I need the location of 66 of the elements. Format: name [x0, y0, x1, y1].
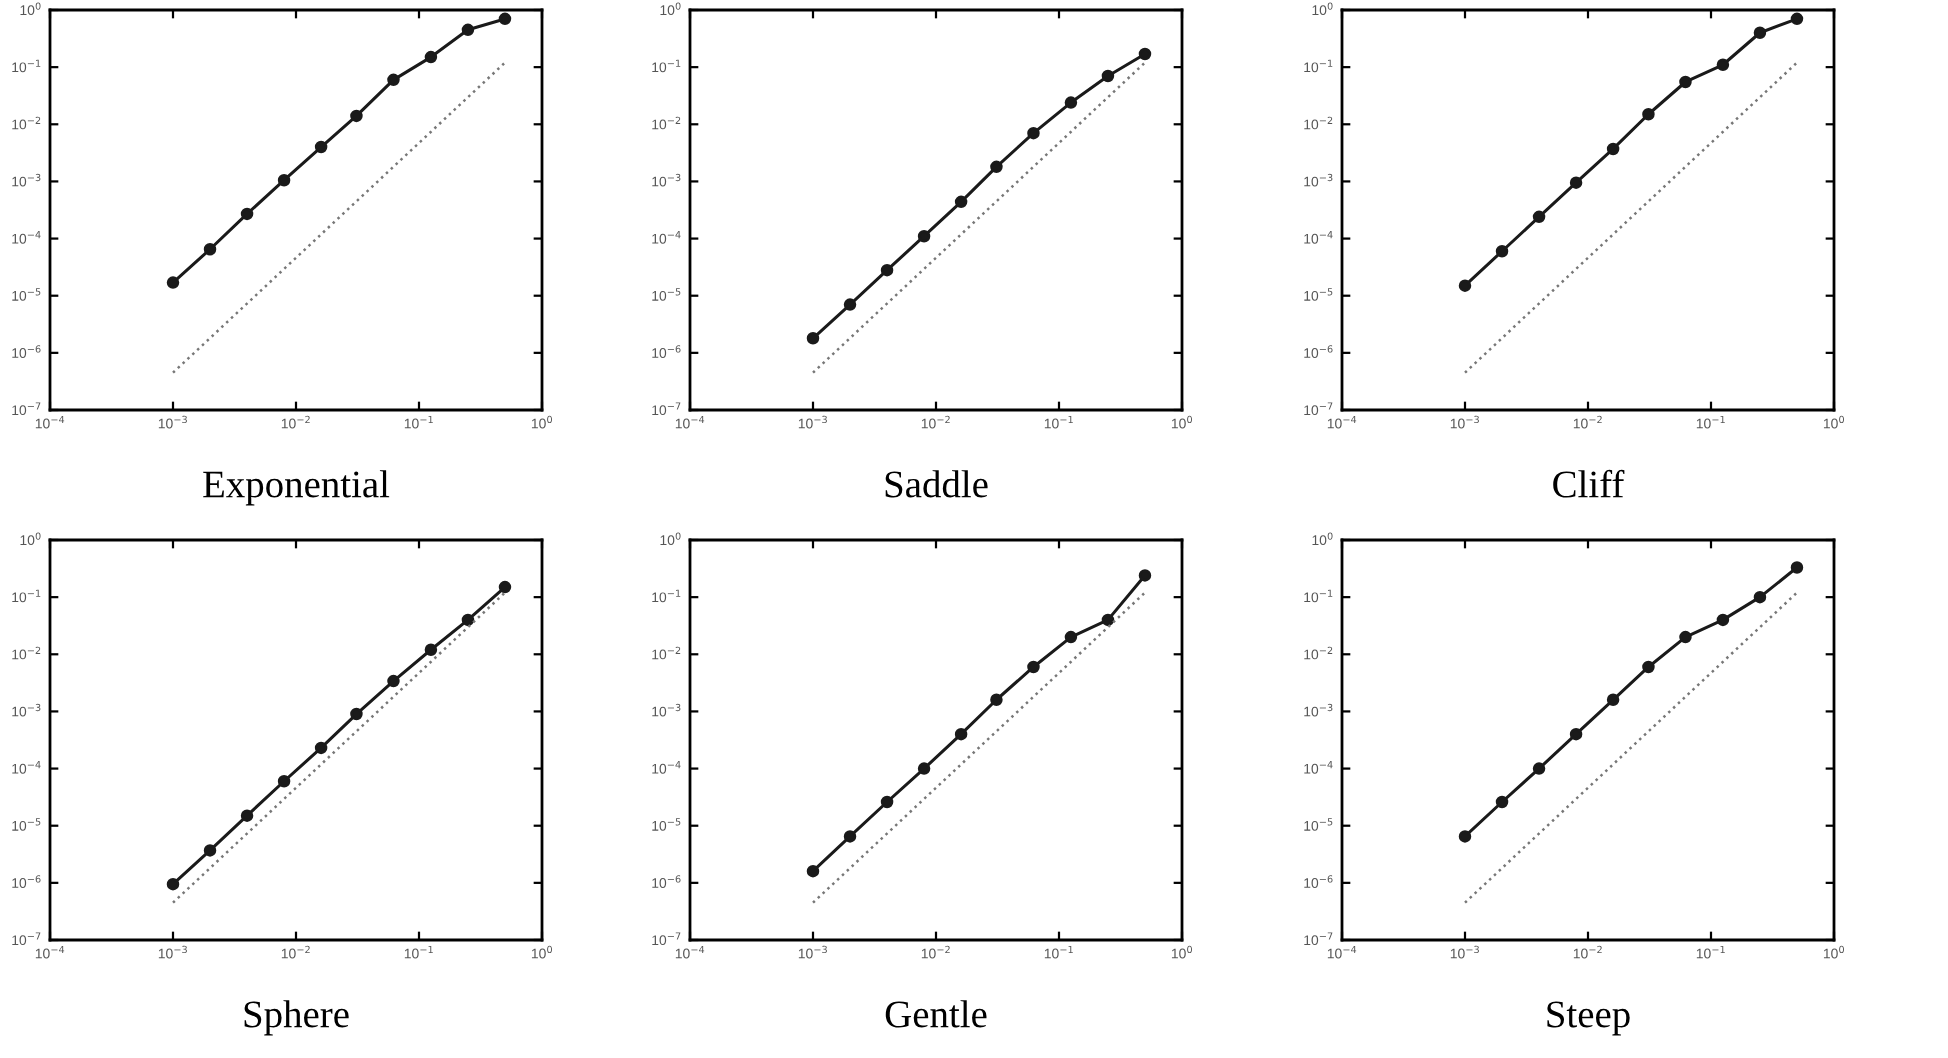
point	[917, 762, 931, 775]
point	[166, 276, 180, 289]
point	[1532, 210, 1546, 224]
x-axis-title: Cliff	[1553, 469, 1625, 498]
point	[1495, 795, 1509, 809]
point	[1569, 176, 1583, 189]
point	[954, 195, 968, 209]
point	[1532, 762, 1546, 775]
x-axis-title: Exponential	[203, 470, 390, 506]
point	[1790, 561, 1804, 574]
point	[1064, 96, 1078, 109]
point	[277, 173, 291, 187]
point	[806, 864, 820, 878]
point	[240, 207, 254, 221]
point	[1138, 569, 1152, 582]
point	[1027, 660, 1040, 674]
point	[1458, 279, 1472, 292]
point	[1679, 75, 1692, 89]
point	[880, 263, 894, 277]
point	[1138, 47, 1152, 61]
point	[314, 140, 328, 154]
point	[1606, 142, 1620, 156]
point	[424, 50, 438, 64]
point	[203, 243, 217, 256]
point	[917, 229, 931, 243]
point	[1716, 58, 1730, 72]
point	[1642, 107, 1655, 121]
point	[1606, 693, 1620, 707]
point	[203, 844, 217, 857]
point	[166, 877, 180, 891]
point	[990, 160, 1003, 174]
point	[461, 23, 475, 37]
point	[843, 298, 857, 311]
point	[424, 643, 438, 657]
point	[387, 73, 400, 87]
point	[240, 809, 254, 822]
point	[880, 795, 894, 809]
x-axis-title: Sphere	[244, 1000, 349, 1036]
point	[1753, 590, 1767, 604]
point	[990, 693, 1003, 707]
point	[498, 12, 512, 26]
x-axis-title: Saddle	[885, 470, 988, 498]
point	[806, 332, 820, 345]
point	[843, 830, 857, 843]
x-axis-title: Steep	[1547, 1001, 1630, 1036]
point	[387, 674, 400, 688]
point	[350, 109, 363, 123]
point	[1679, 630, 1692, 644]
point	[1790, 12, 1804, 26]
x-axis-title: Gentle	[885, 1000, 987, 1028]
point	[1101, 613, 1115, 627]
point	[1027, 126, 1040, 140]
point	[1642, 660, 1655, 674]
point	[461, 613, 475, 627]
point	[498, 580, 512, 594]
point	[1064, 630, 1078, 644]
point	[1458, 830, 1472, 843]
point	[1716, 613, 1730, 627]
point	[1495, 245, 1509, 258]
point	[1753, 26, 1767, 39]
point	[350, 707, 363, 721]
point	[277, 775, 291, 788]
point	[1101, 69, 1115, 83]
point	[314, 741, 328, 755]
point	[1569, 727, 1583, 741]
point	[954, 727, 968, 741]
